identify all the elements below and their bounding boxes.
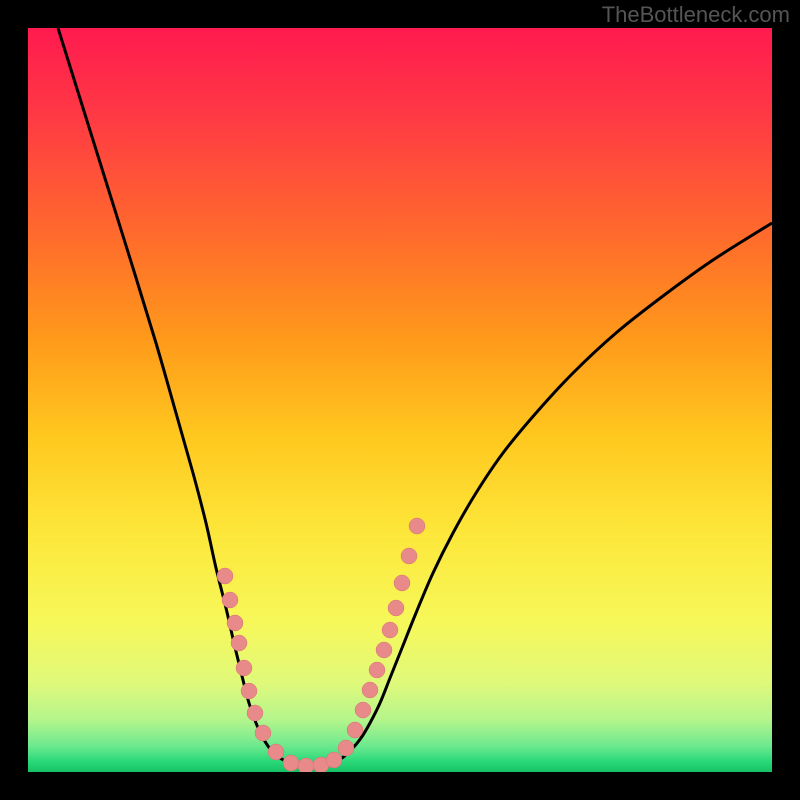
- marker-point: [376, 642, 392, 658]
- marker-point: [388, 600, 404, 616]
- marker-point: [283, 755, 299, 771]
- marker-point: [401, 548, 417, 564]
- marker-point: [326, 752, 342, 768]
- watermark-text: TheBottleneck.com: [602, 2, 790, 28]
- bottleneck-curve: [28, 28, 772, 772]
- marker-point: [362, 682, 378, 698]
- marker-point: [217, 568, 233, 584]
- marker-point: [227, 615, 243, 631]
- marker-point: [231, 635, 247, 651]
- marker-point: [382, 622, 398, 638]
- marker-point: [268, 744, 284, 760]
- marker-point: [355, 702, 371, 718]
- marker-point: [394, 575, 410, 591]
- marker-point: [241, 683, 257, 699]
- plot-area: [28, 28, 772, 772]
- marker-point: [338, 740, 354, 756]
- curve-left-branch: [58, 28, 311, 767]
- marker-point: [347, 722, 363, 738]
- marker-point: [369, 662, 385, 678]
- marker-point: [298, 758, 314, 772]
- marker-point: [222, 592, 238, 608]
- marker-point: [247, 705, 263, 721]
- marker-point: [255, 725, 271, 741]
- marker-point: [236, 660, 252, 676]
- marker-point: [409, 518, 425, 534]
- marker-group: [217, 518, 425, 772]
- curve-right-branch: [311, 223, 772, 767]
